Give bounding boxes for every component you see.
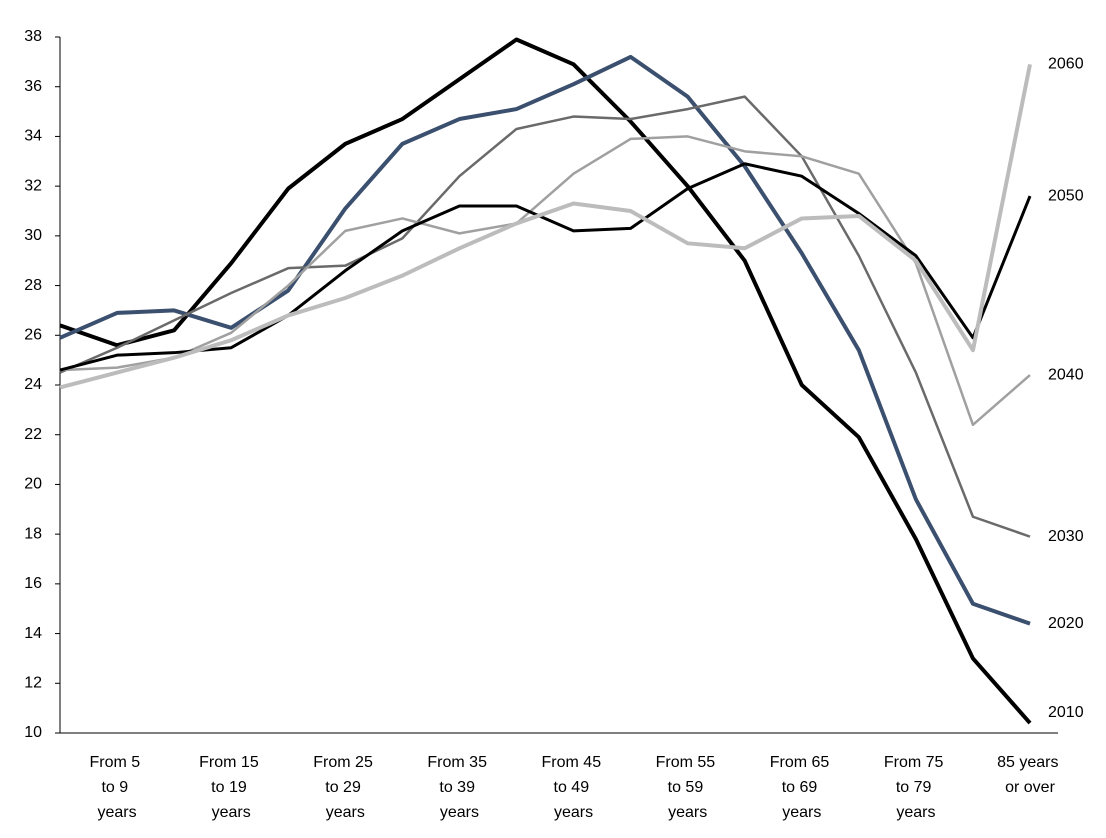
- x-tick-label: From 45 to 49 years: [542, 754, 606, 821]
- y-tick-label: 18: [24, 525, 42, 542]
- series-label: 2040: [1048, 366, 1084, 383]
- y-tick-label: 24: [24, 376, 42, 393]
- x-tick-label: From 15 to 19 years: [199, 754, 263, 821]
- y-tick-label: 30: [24, 227, 42, 244]
- x-tick-label: From 5 to 9 years: [89, 754, 144, 821]
- series-line: [59, 63, 1032, 390]
- y-tick-label: 16: [24, 575, 42, 592]
- series-line: [59, 135, 1031, 427]
- x-tick-label: 85 years or over: [997, 754, 1063, 796]
- series-label: 2050: [1048, 187, 1084, 204]
- x-tick-label: From 35 to 39 years: [427, 754, 491, 821]
- y-tick-label: 12: [24, 675, 42, 692]
- series-line: [59, 162, 1032, 372]
- series-label: 2010: [1048, 704, 1084, 721]
- y-tick-label: 10: [24, 724, 42, 741]
- x-tick-label: From 55 to 59 years: [656, 754, 720, 821]
- y-tick-label: 22: [24, 426, 42, 443]
- x-tick-label: From 75 to 79 years: [884, 754, 948, 821]
- y-tick-label: 34: [24, 128, 42, 145]
- x-tick-label: From 65 to 69 years: [770, 754, 834, 821]
- y-tick-label: 28: [24, 277, 42, 294]
- x-tick-label: From 25 to 29 years: [313, 754, 377, 821]
- y-tick-label: 38: [24, 28, 42, 45]
- series-label: 2030: [1048, 528, 1084, 545]
- series-label: 2060: [1048, 56, 1084, 73]
- y-tick-label: 20: [24, 476, 42, 493]
- y-tick-label: 26: [24, 327, 42, 344]
- y-tick-label: 14: [24, 625, 42, 642]
- series-line: [59, 54, 1031, 626]
- series-line: [59, 95, 1031, 538]
- y-tick-label: 36: [24, 78, 42, 95]
- series-label: 2020: [1048, 615, 1084, 632]
- y-tick-label: 32: [24, 177, 42, 194]
- series-line: [59, 37, 1032, 725]
